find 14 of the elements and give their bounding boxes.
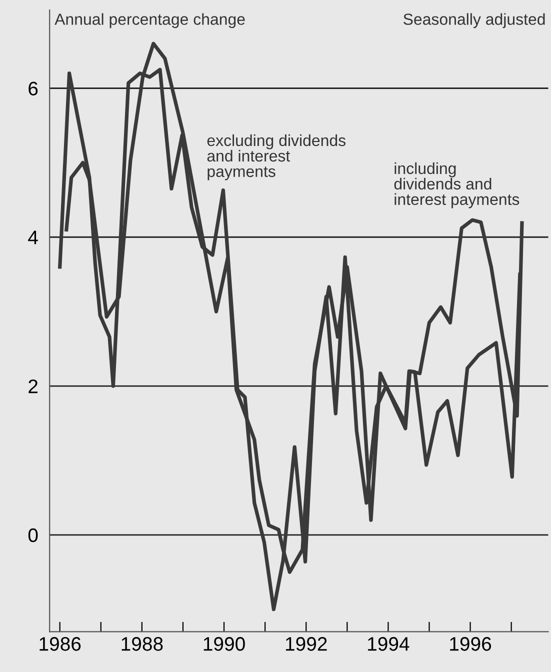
series-label: including dividends and interest payments <box>394 162 520 208</box>
x-tick-label: 1986 <box>40 637 81 651</box>
y-tick-label: 2 <box>28 379 38 394</box>
y-tick-label: 0 <box>28 528 38 542</box>
x-tick-label: 1988 <box>122 637 163 651</box>
x-tick-label: 1992 <box>286 637 327 651</box>
x-tick-label: 1994 <box>368 637 410 651</box>
x-tick-label: 1996 <box>450 637 492 651</box>
y-axis-title: Annual percentage change <box>54 13 245 28</box>
y-tick-label: 4 <box>28 230 38 244</box>
y-tick-label: 6 <box>28 82 38 96</box>
series-label: excluding dividends and interest payments <box>207 134 346 180</box>
x-tick-label: 1990 <box>204 637 245 651</box>
chart-subtitle: Seasonally adjusted <box>404 13 545 28</box>
